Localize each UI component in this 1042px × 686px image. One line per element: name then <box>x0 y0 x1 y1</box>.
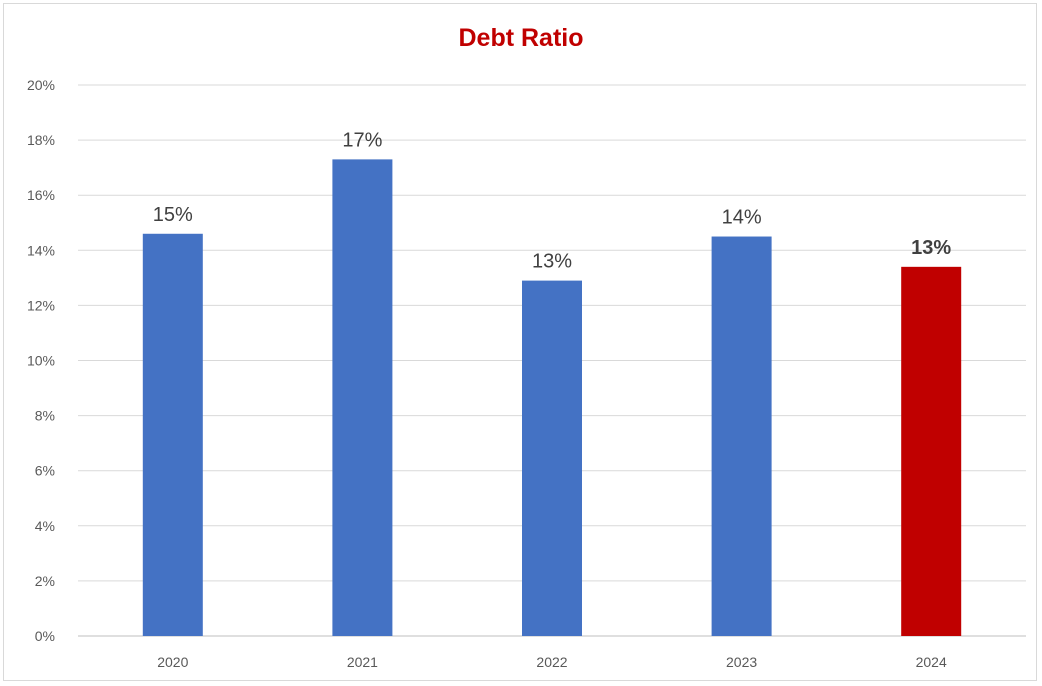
y-tick-label: 8% <box>35 408 55 424</box>
bars <box>142 159 962 636</box>
y-tick-label: 18% <box>27 132 55 148</box>
bar-2023 <box>711 236 772 636</box>
bar-2024 <box>901 266 962 636</box>
y-tick-label: 0% <box>35 628 55 644</box>
y-tick-label: 10% <box>27 353 55 369</box>
data-label-2024: 13% <box>911 237 951 259</box>
data-labels: 15% 17% 13% 14% 13% <box>153 129 952 272</box>
x-tick-label: 2022 <box>536 654 567 670</box>
y-tick-label: 14% <box>27 242 55 258</box>
x-tick-label: 2020 <box>157 654 188 670</box>
y-axis: 0% 2% 4% 6% 8% 10% 12% 14% 16% 18% 20% <box>27 77 55 644</box>
y-tick-label: 4% <box>35 518 55 534</box>
chart-title: Debt Ratio <box>458 24 584 52</box>
x-axis: 2020 2021 2022 2023 2024 <box>157 654 947 670</box>
x-tick-label: 2024 <box>916 654 947 670</box>
y-tick-label: 12% <box>27 297 55 313</box>
bar-2021 <box>332 159 393 636</box>
x-tick-label: 2023 <box>726 654 757 670</box>
bar-2020 <box>142 233 203 636</box>
x-tick-label: 2021 <box>347 654 378 670</box>
data-label-2023: 14% <box>722 207 762 229</box>
y-tick-label: 6% <box>35 463 55 479</box>
y-tick-label: 20% <box>27 77 55 93</box>
bar-2022 <box>522 280 582 636</box>
y-tick-label: 2% <box>35 573 55 589</box>
data-label-2022: 13% <box>532 251 572 273</box>
y-tick-label: 16% <box>27 187 55 203</box>
data-label-2020: 15% <box>153 204 193 226</box>
data-label-2021: 17% <box>342 129 382 151</box>
